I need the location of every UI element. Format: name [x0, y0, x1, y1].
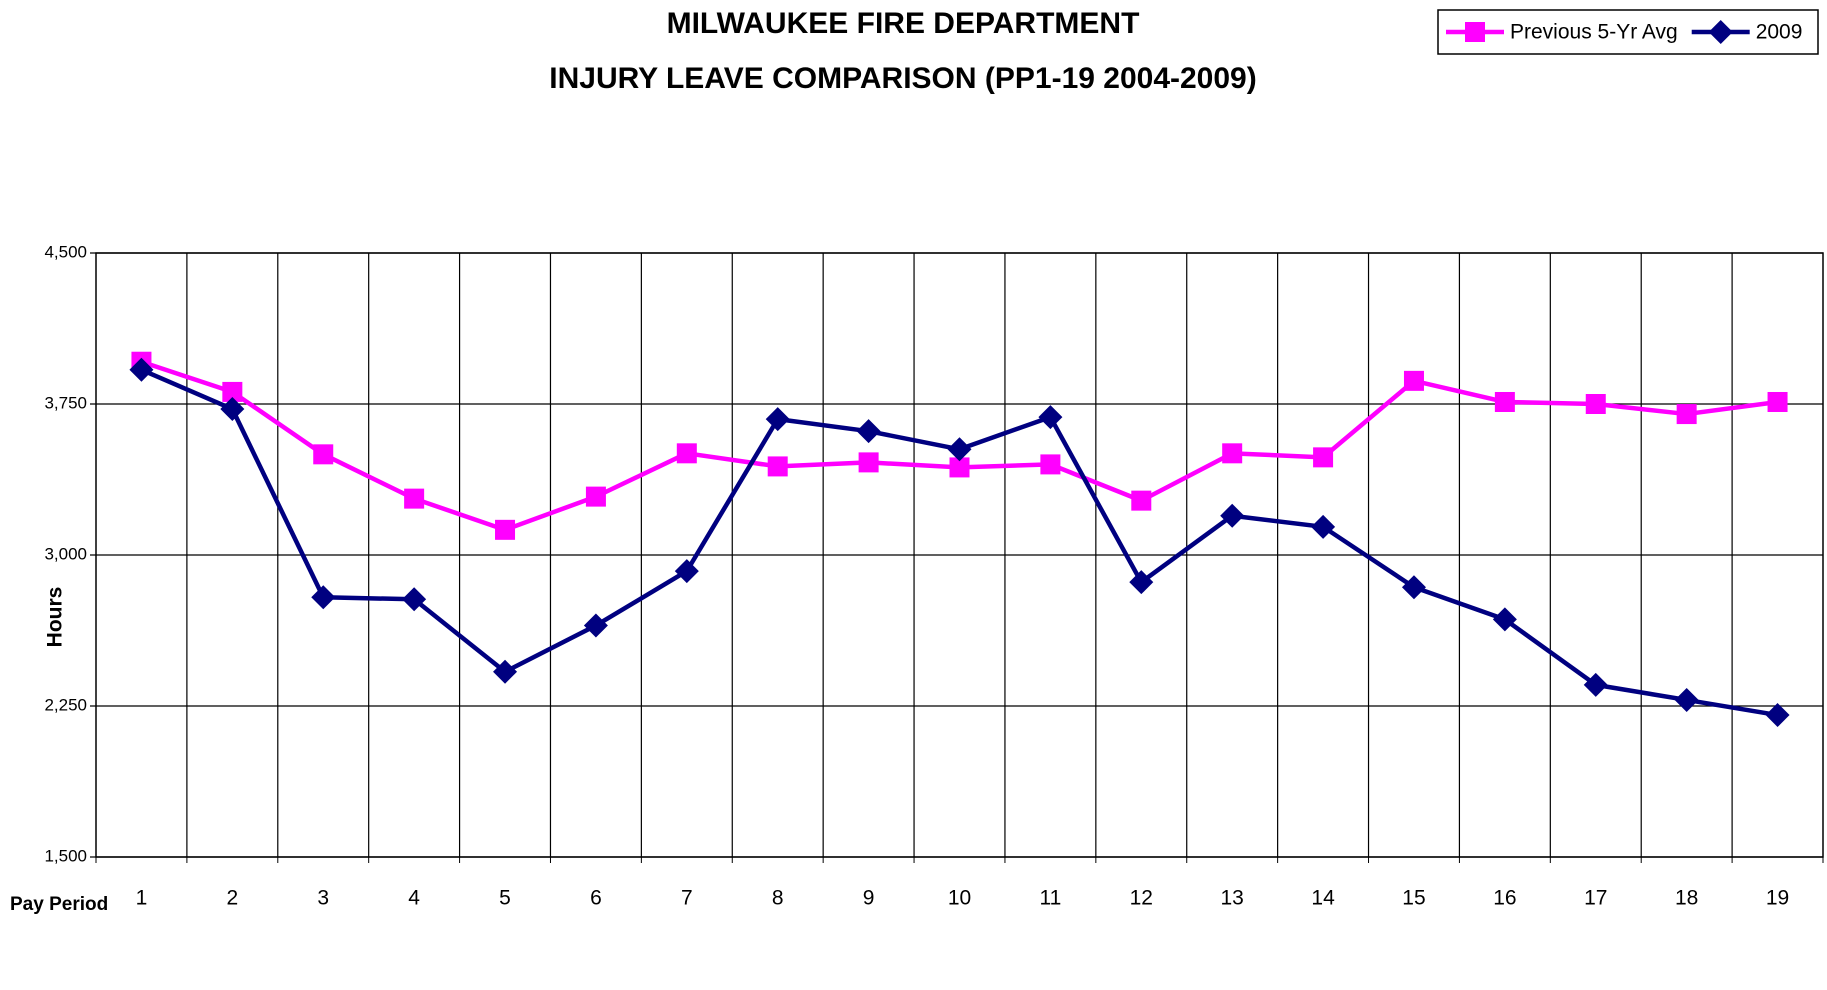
data-point — [402, 587, 427, 612]
data-point — [1401, 575, 1426, 600]
x-tick-label: 9 — [863, 887, 875, 910]
x-axis-label: Pay Period — [10, 894, 108, 915]
y-tick-label: 3,750 — [44, 393, 87, 412]
x-tick-label: 14 — [1311, 887, 1335, 910]
data-point — [1311, 514, 1336, 539]
data-point — [1220, 503, 1245, 528]
legend-marker — [1465, 22, 1485, 42]
x-tick-label: 1 — [136, 887, 148, 910]
x-tick-label: 18 — [1675, 887, 1698, 910]
data-point — [220, 397, 245, 422]
plot-border — [95, 252, 1824, 858]
data-point — [856, 419, 881, 444]
x-tick-label: 8 — [772, 887, 784, 910]
data-point — [674, 559, 699, 584]
data-point — [1494, 391, 1515, 412]
data-point — [947, 437, 972, 462]
series-line — [140, 367, 1778, 718]
data-point — [858, 452, 879, 473]
data-point — [1676, 404, 1697, 425]
x-tick-label: 13 — [1221, 887, 1244, 910]
data-point — [129, 357, 154, 382]
y-tick-label: 1,500 — [44, 846, 87, 865]
x-tick-label: 15 — [1402, 887, 1425, 910]
legend-marker — [1708, 20, 1733, 44]
data-point — [949, 457, 970, 478]
x-tick-label: 3 — [317, 887, 329, 910]
x-tick-label: 12 — [1130, 887, 1153, 910]
data-point — [1403, 370, 1424, 391]
x-tick-label: 17 — [1584, 887, 1607, 910]
x-tick-label: 19 — [1766, 887, 1789, 910]
data-point — [311, 585, 336, 610]
data-point — [1765, 703, 1790, 728]
chart-title: MILWAUKEE FIRE DEPARTMENT — [667, 7, 1140, 40]
data-point — [1040, 454, 1061, 475]
x-tick-label: 16 — [1493, 887, 1516, 910]
data-point — [767, 456, 788, 477]
x-tick-label: 2 — [226, 887, 238, 910]
data-point — [1674, 687, 1699, 712]
data-point — [1585, 394, 1606, 414]
y-axis-label: Hours — [44, 587, 67, 648]
data-point — [1583, 672, 1608, 697]
data-point — [583, 613, 608, 638]
data-point — [1767, 391, 1788, 412]
data-point — [676, 443, 697, 464]
y-tick-label: 4,500 — [44, 242, 87, 261]
data-point — [495, 519, 516, 540]
legend-label: Previous 5-Yr Avg — [1510, 21, 1678, 44]
y-tick-label: 3,000 — [44, 544, 87, 563]
data-point — [1313, 447, 1334, 468]
data-point — [1492, 607, 1517, 632]
x-tick-label: 7 — [681, 887, 693, 910]
data-point — [222, 381, 243, 402]
data-point — [1038, 405, 1063, 430]
data-point — [585, 486, 606, 507]
y-tick-label: 2,250 — [44, 695, 87, 714]
data-point — [404, 488, 425, 509]
x-tick-label: 4 — [408, 887, 420, 910]
data-point — [1222, 443, 1243, 464]
chart-subtitle: INJURY LEAVE COMPARISON (PP1-19 2004-200… — [549, 62, 1256, 95]
x-tick-label: 10 — [948, 887, 971, 910]
data-point — [1129, 570, 1154, 595]
legend-label: 2009 — [1756, 21, 1803, 44]
data-point — [765, 407, 790, 432]
x-tick-label: 11 — [1039, 887, 1061, 910]
x-tick-label: 5 — [499, 887, 511, 910]
data-point — [493, 659, 518, 684]
data-point — [1131, 490, 1152, 511]
data-point — [313, 444, 334, 465]
x-tick-label: 6 — [590, 887, 602, 910]
